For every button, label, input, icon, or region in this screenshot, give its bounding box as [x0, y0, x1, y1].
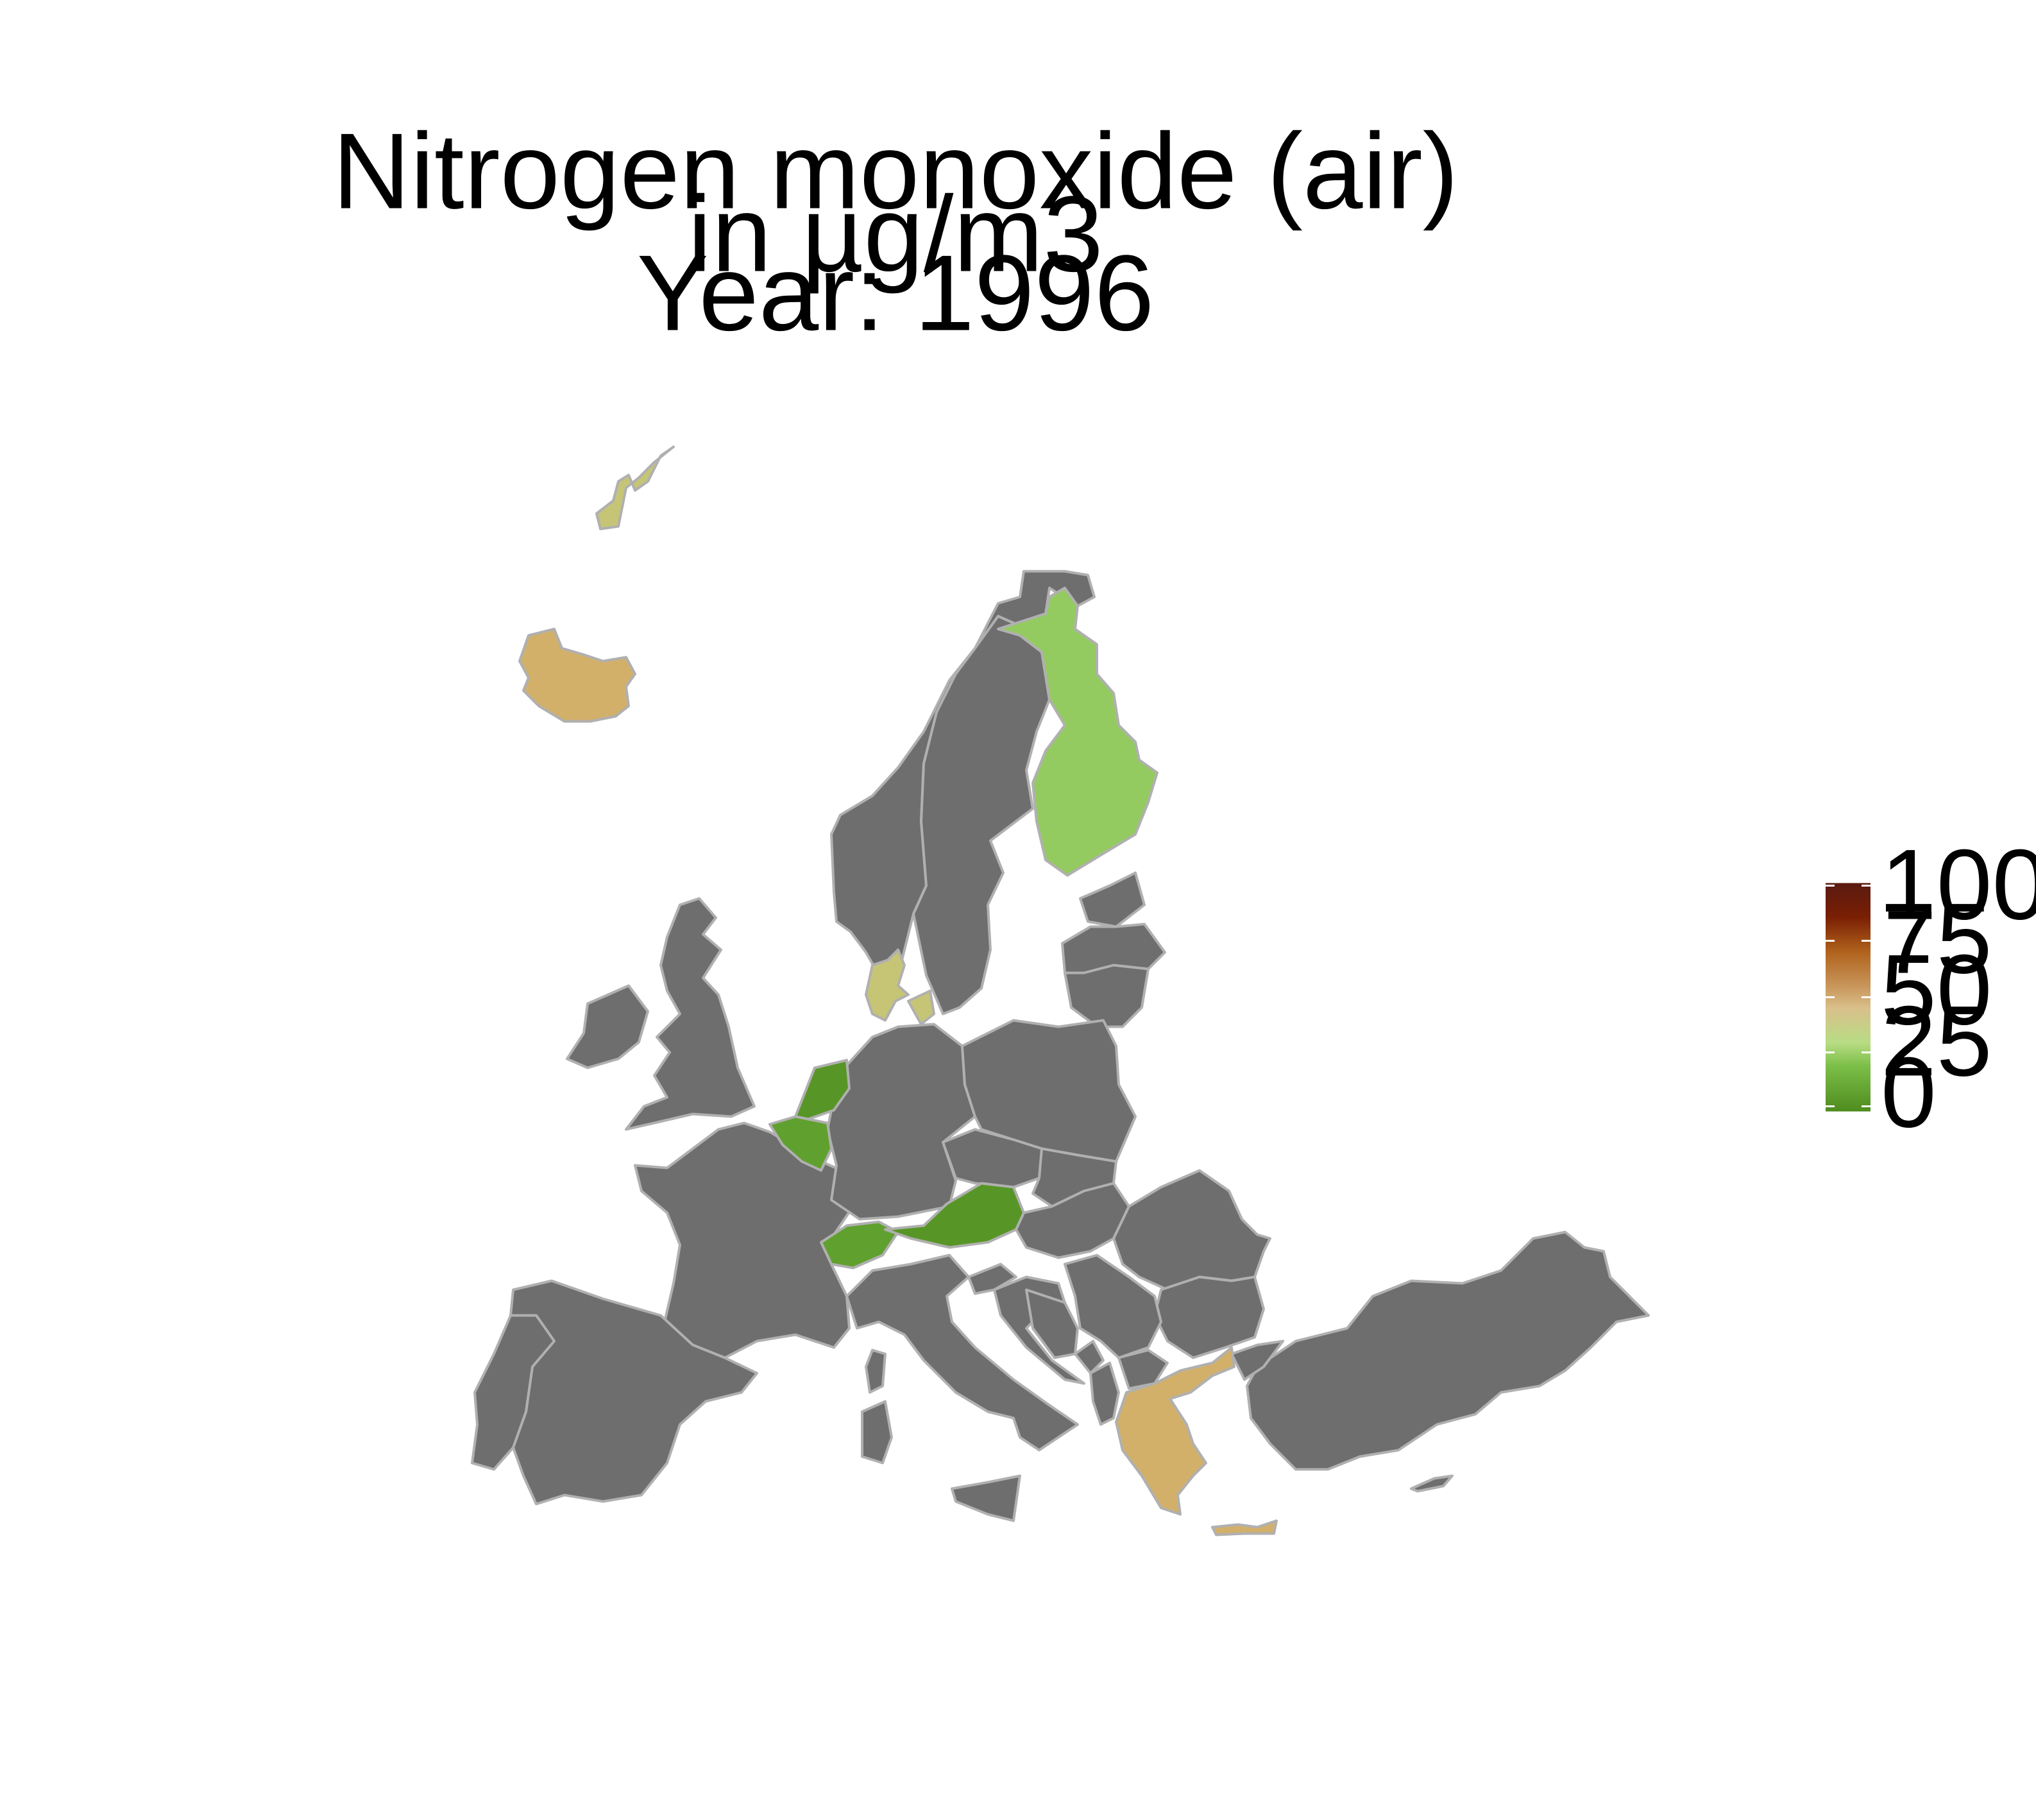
region-bulgaria	[1153, 1275, 1265, 1359]
countries-with-data	[518, 445, 1278, 1536]
region-sardinia	[861, 1400, 893, 1465]
legend-label-25: 25	[1881, 986, 1992, 1098]
region-denmark-zealand	[907, 989, 935, 1026]
region-ireland	[566, 984, 649, 1069]
region-italy	[845, 1254, 1079, 1452]
region-greece	[1115, 1346, 1235, 1516]
region-turkey-thrace	[1230, 1339, 1284, 1381]
region-sweden	[912, 612, 1051, 1016]
title-line-2: in µg/m3	[688, 174, 1103, 294]
region-portugal	[471, 1314, 556, 1471]
region-iceland	[518, 627, 636, 723]
region-turkey	[1246, 1230, 1650, 1471]
region-macedonia	[1117, 1348, 1169, 1390]
map-title: Nitrogen monoxide (air) in µg/m3 Year: 1…	[332, 111, 1458, 353]
region-montenegro	[1074, 1339, 1105, 1375]
region-cyprus	[1410, 1474, 1454, 1493]
legend-label-100: 100	[1881, 829, 2036, 941]
region-denmark	[865, 948, 910, 1022]
region-estonia	[1079, 871, 1146, 928]
legend-label-75: 75	[1881, 883, 1992, 995]
region-romania	[1112, 1169, 1271, 1291]
region-crete	[1211, 1519, 1278, 1536]
region-slovenia	[967, 1263, 1017, 1295]
legend-label-50: 50	[1881, 935, 1992, 1046]
region-albania	[1089, 1361, 1120, 1426]
region-corsica	[865, 1348, 887, 1394]
region-finland	[997, 586, 1158, 877]
region-belgium	[768, 1115, 833, 1172]
region-united-kingdom	[625, 897, 756, 1131]
legend-label-0: 0	[1881, 1037, 1937, 1149]
region-sicily	[951, 1474, 1021, 1522]
countries-no-data	[471, 570, 1650, 1522]
region-lithuania	[1064, 964, 1149, 1028]
region-serbia	[1064, 1254, 1162, 1359]
color-legend: 100 75 50 25 0	[1826, 829, 2036, 1149]
legend-ticks	[1826, 885, 1871, 1107]
region-svalbard	[595, 445, 675, 531]
region-germany	[826, 1023, 976, 1221]
region-switzerland	[820, 1220, 899, 1270]
title-line-3: Year: 1996	[637, 233, 1155, 353]
title-line-1: Nitrogen monoxide (air)	[332, 111, 1458, 232]
region-austria	[884, 1182, 1025, 1249]
